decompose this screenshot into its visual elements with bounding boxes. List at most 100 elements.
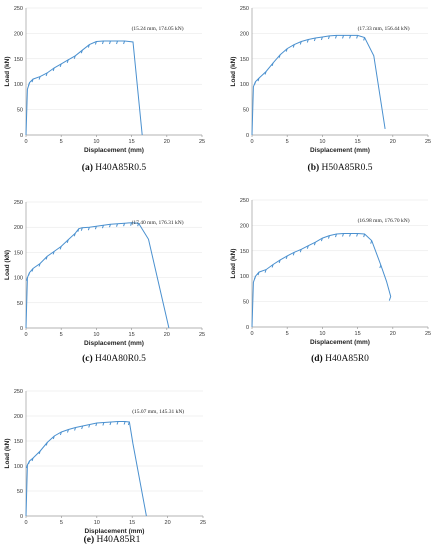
caption-name: H40A85R0 (323, 354, 369, 364)
data-point-marker (313, 242, 316, 246)
y-tick-label: 100 (14, 276, 23, 282)
data-point-marker (271, 62, 274, 67)
chart-panel: 0 50 100 150 200 250 0 5 10 15 20 25 Displacement (m… (4, 389, 206, 545)
data-point-marker (80, 227, 83, 231)
data-point-marker (320, 36, 323, 41)
data-point-marker (45, 442, 48, 446)
data-point-marker (349, 233, 352, 237)
data-point-marker (257, 271, 260, 276)
y-tick-label: 50 (17, 108, 23, 114)
data-point-marker (292, 44, 295, 48)
data-point-marker (74, 427, 77, 431)
data-point-marker (116, 223, 118, 227)
x-tick-label: 20 (164, 332, 170, 338)
caption-name: H40A85R0.5 (93, 163, 147, 173)
y-tick-label: 100 (14, 464, 23, 470)
panel-caption: (e) H40A85R1 (84, 534, 141, 545)
x-tick-label: 20 (164, 139, 170, 145)
data-point-marker (45, 72, 48, 77)
y-tick-label: 250 (14, 6, 23, 12)
data-point-marker (278, 259, 281, 264)
x-tick-label: 10 (319, 331, 325, 337)
x-tick-label: 5 (60, 332, 63, 338)
y-tick-label: 0 (246, 133, 249, 139)
data-point-marker (101, 225, 104, 229)
y-tick-label: 50 (17, 301, 23, 307)
data-point-marker (59, 63, 62, 68)
y-axis-label: Load (kN) (230, 249, 237, 279)
caption-name: H50A85R0.5 (319, 163, 373, 173)
x-axis-label: Displacement (mm) (85, 528, 145, 535)
x-tick-label: 20 (390, 139, 396, 145)
y-tick-label: 200 (14, 414, 23, 420)
data-point-marker (356, 233, 359, 237)
y-tick-label: 150 (14, 250, 23, 256)
data-point-marker (38, 450, 41, 455)
data-point-marker (327, 35, 330, 40)
data-point-marker (67, 429, 69, 433)
x-tick-label: 25 (425, 139, 431, 145)
y-tick-label: 250 (240, 198, 249, 204)
data-point-marker (292, 252, 295, 256)
data-point-marker (28, 460, 31, 465)
data-point-marker (320, 237, 323, 242)
data-point-marker (52, 251, 55, 255)
data-point-marker (356, 35, 359, 39)
series-line (25, 222, 170, 329)
caption-letter: (d) (311, 353, 323, 364)
data-point-marker (123, 40, 126, 45)
chart-panel: 0 50 100 150 200 250 0 5 10 15 20 25 Displacement (m… (230, 198, 431, 364)
series-line (25, 40, 143, 136)
x-tick-label: 0 (24, 332, 27, 338)
data-point-marker (379, 264, 382, 269)
data-point-marker (271, 264, 274, 268)
series-line (251, 233, 392, 328)
chart-panel: 0 50 100 150 200 250 0 5 10 15 20 25 Displacement (m… (230, 6, 431, 173)
x-tick-label: 10 (94, 520, 100, 526)
y-tick-label: 150 (14, 439, 23, 445)
data-point-marker (285, 48, 288, 52)
data-point-marker (59, 431, 62, 436)
y-tick-label: 50 (243, 108, 249, 114)
y-axis-label: Load (kN) (4, 439, 11, 469)
data-point-marker (94, 41, 97, 45)
x-tick-label: 10 (93, 332, 99, 338)
caption-letter: (e) (84, 534, 95, 545)
x-tick-label: 10 (319, 139, 325, 145)
data-point-marker (28, 82, 30, 86)
data-point-marker (52, 67, 55, 72)
data-point-marker (94, 226, 97, 230)
x-tick-label: 20 (165, 520, 171, 526)
data-point-marker (25, 277, 28, 281)
panel-caption: (a) H40A85R0.5 (82, 162, 147, 173)
data-point-marker (25, 464, 28, 469)
y-axis-label: Load (kN) (4, 57, 11, 87)
caption-letter: (a) (82, 162, 93, 173)
peak-annotation: (17.33 mm, 156.44 kN) (358, 25, 410, 32)
data-point-marker (335, 233, 337, 238)
y-tick-label: 200 (240, 31, 249, 37)
data-point-marker (66, 239, 69, 243)
x-tick-label: 0 (250, 139, 253, 145)
x-tick-label: 25 (200, 520, 206, 526)
data-point-marker (116, 421, 119, 425)
data-point-marker (327, 235, 330, 239)
data-point-marker (73, 55, 76, 59)
x-tick-label: 25 (199, 139, 205, 145)
data-point-marker (31, 268, 34, 272)
y-tick-label: 50 (243, 300, 249, 306)
x-tick-label: 25 (199, 332, 205, 338)
caption-letter: (b) (308, 162, 320, 173)
data-point-marker (299, 41, 302, 45)
data-point-marker (254, 81, 256, 85)
data-point-marker (52, 435, 55, 440)
data-point-marker (137, 223, 140, 227)
y-tick-label: 250 (240, 6, 249, 12)
data-point-marker (66, 59, 69, 63)
x-axis-label: Displacement (mm) (310, 339, 370, 346)
caption-name: H40A85R1 (94, 535, 140, 545)
x-tick-label: 0 (24, 139, 27, 145)
data-point-marker (123, 421, 126, 425)
data-point-marker (87, 44, 90, 48)
